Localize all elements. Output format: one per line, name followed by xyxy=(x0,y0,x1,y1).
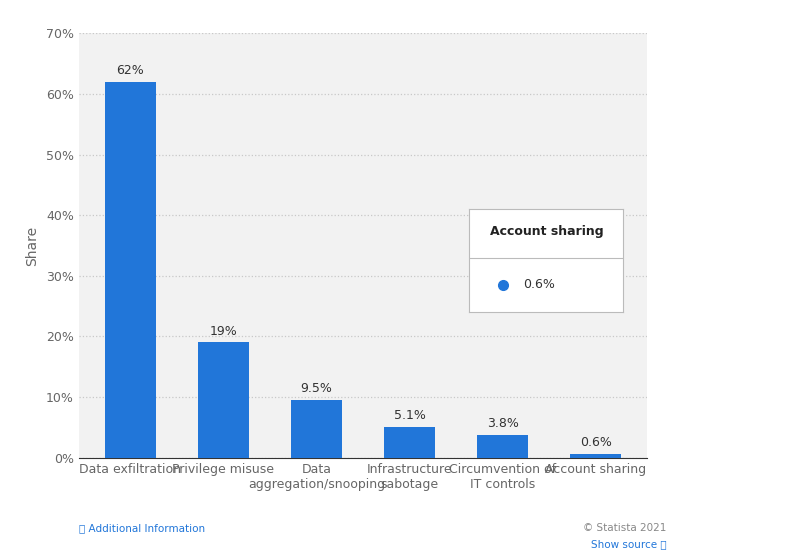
Text: 3.8%: 3.8% xyxy=(487,417,518,430)
Bar xyxy=(477,435,528,458)
Text: © Statista 2021: © Statista 2021 xyxy=(583,523,667,533)
Text: 9.5%: 9.5% xyxy=(301,382,332,395)
Y-axis label: Share: Share xyxy=(25,225,39,266)
Text: 0.6%: 0.6% xyxy=(580,436,611,449)
Bar xyxy=(291,400,342,458)
Text: 62%: 62% xyxy=(117,64,144,77)
Bar xyxy=(570,454,621,458)
Text: 5.1%: 5.1% xyxy=(394,409,425,422)
Bar xyxy=(384,427,435,458)
Text: ⓘ Additional Information: ⓘ Additional Information xyxy=(79,523,205,533)
Bar xyxy=(198,343,249,458)
Bar xyxy=(105,82,156,458)
Text: 0.6%: 0.6% xyxy=(523,278,555,291)
Text: Account sharing: Account sharing xyxy=(489,225,604,238)
Text: 19%: 19% xyxy=(210,325,237,338)
Text: Show source ⓘ: Show source ⓘ xyxy=(591,540,667,550)
